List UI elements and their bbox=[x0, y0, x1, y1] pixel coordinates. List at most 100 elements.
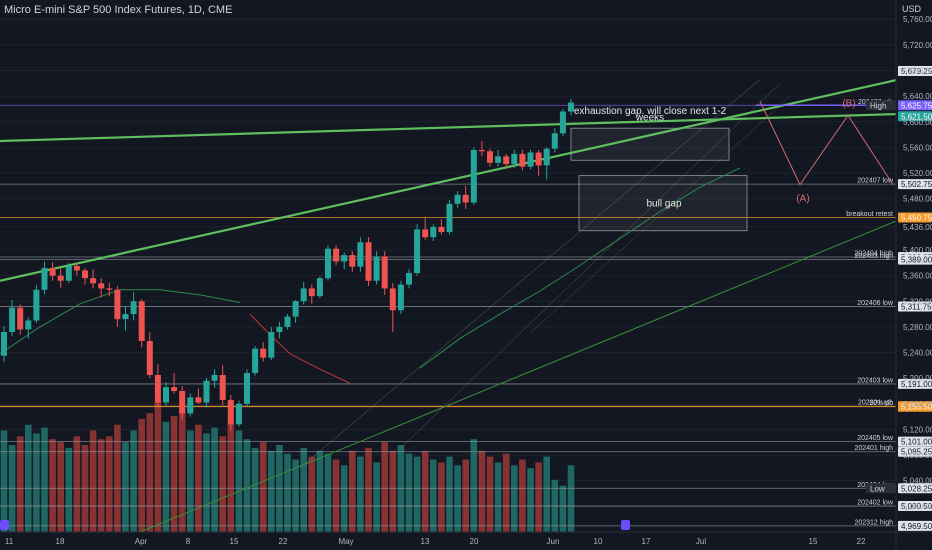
volume-bar bbox=[381, 442, 388, 532]
drawings bbox=[0, 79, 897, 533]
price-axis[interactable]: 5,760.00 5,720.00 5,680.00 5,640.00 5,600.00… bbox=[895, 0, 932, 550]
volume-bar bbox=[178, 410, 186, 532]
candle-body bbox=[422, 229, 429, 238]
level-label: 202312 high bbox=[854, 519, 893, 526]
level-label: 202406 low bbox=[857, 300, 894, 307]
hl-tag: High bbox=[870, 101, 886, 110]
candle-body bbox=[308, 288, 315, 297]
candle-body bbox=[519, 153, 526, 167]
annotation-bull-gap: bull gap bbox=[646, 198, 681, 209]
volume-bar bbox=[138, 418, 145, 532]
volume-bar bbox=[324, 453, 332, 532]
y-tick-label: 5,200.00 bbox=[903, 374, 932, 383]
volume-bar bbox=[308, 456, 316, 532]
y-tick-label: 5,436.00 bbox=[903, 223, 932, 232]
level-label: 202403 high bbox=[854, 253, 893, 260]
volume-bar bbox=[511, 465, 518, 532]
y-tick-label: 5,680.00 bbox=[903, 67, 932, 76]
volume-bar bbox=[73, 436, 81, 532]
level-tag-bg bbox=[898, 483, 932, 494]
volume-bar bbox=[292, 459, 299, 532]
x-tick-label: 10 bbox=[594, 537, 603, 546]
candle-body bbox=[284, 316, 291, 327]
candle-body bbox=[397, 284, 404, 311]
volume-bar bbox=[470, 439, 478, 532]
volume-bar bbox=[559, 485, 567, 532]
candle-body bbox=[203, 380, 210, 403]
candle-body bbox=[260, 348, 267, 358]
volume-bar bbox=[300, 447, 307, 532]
candle-body bbox=[211, 374, 218, 381]
volume-bar bbox=[462, 459, 469, 532]
level-tag: 5,155.50 bbox=[901, 403, 932, 412]
annotations: 5,679.25 High Low exhaustion gap. will clos… bbox=[574, 65, 932, 494]
volume-bar bbox=[454, 465, 461, 532]
candle-body bbox=[446, 203, 453, 233]
level-tag-bg bbox=[898, 179, 932, 190]
candle-body bbox=[462, 194, 469, 203]
candle-body bbox=[171, 387, 178, 391]
annotation-b: (B) bbox=[842, 98, 855, 109]
volume-bar bbox=[478, 450, 486, 532]
channel-line bbox=[139, 220, 897, 533]
y-tick-label: 5,600.00 bbox=[903, 118, 932, 127]
channel-line bbox=[299, 79, 761, 469]
candle-body bbox=[114, 289, 121, 320]
level-tag: 5,311.75 bbox=[901, 303, 932, 312]
candle-body bbox=[227, 399, 234, 425]
volume-bar bbox=[446, 456, 453, 532]
volume-bar bbox=[421, 450, 429, 532]
candle-body bbox=[527, 152, 534, 167]
level-tag-bg bbox=[898, 501, 932, 512]
y-tick-label: 5,520.00 bbox=[903, 169, 932, 178]
volume-bar bbox=[122, 442, 129, 532]
level-label: 202201 ath bbox=[858, 400, 893, 407]
volume-bar bbox=[486, 456, 494, 532]
level-tag-bg bbox=[898, 378, 932, 389]
x-tick-label: 18 bbox=[56, 537, 65, 546]
candle-body bbox=[49, 267, 56, 276]
y-tick-label: 5,400.00 bbox=[903, 246, 932, 255]
candle-body bbox=[195, 397, 202, 403]
candle-body bbox=[535, 152, 542, 166]
volume-bar bbox=[57, 442, 64, 532]
tag-bg bbox=[866, 100, 896, 111]
candle-body bbox=[487, 151, 493, 163]
candle-body bbox=[389, 288, 396, 311]
candle-body bbox=[470, 149, 477, 203]
level-tag: 5,621.50 bbox=[901, 112, 932, 121]
event-marker bbox=[621, 520, 630, 530]
volume-bar bbox=[106, 436, 113, 532]
volume-bar bbox=[130, 430, 137, 532]
currency-label: USD bbox=[902, 4, 922, 14]
candle-body bbox=[292, 301, 299, 317]
volume-bar bbox=[373, 462, 380, 532]
volume-bar bbox=[227, 421, 235, 532]
candle-body bbox=[333, 248, 340, 262]
candle-body bbox=[138, 301, 145, 341]
volume-bar bbox=[219, 436, 226, 532]
level-label: 202405 low bbox=[857, 435, 894, 442]
volume-bar bbox=[195, 424, 202, 532]
y-tick-label: 5,080.00 bbox=[903, 451, 932, 460]
candle-body bbox=[1, 332, 7, 356]
volume-bar bbox=[389, 450, 397, 532]
candle-body bbox=[17, 307, 24, 330]
level-tag: 5,085.25 bbox=[901, 448, 932, 457]
x-tick-label: Apr bbox=[135, 537, 148, 546]
candle-body bbox=[154, 374, 161, 403]
projection-path bbox=[759, 101, 894, 186]
volume-bar bbox=[243, 439, 251, 532]
volume-bar bbox=[259, 442, 267, 532]
x-tick-label: 8 bbox=[186, 537, 191, 546]
annotation-a: (A) bbox=[796, 193, 809, 204]
annotation-exhaustion: exhaustion gap. will close next 1-2 bbox=[574, 106, 727, 117]
time-axis[interactable]: 11 18 Apr 8 15 22 May 13 20 Jun 10 17 Jul 15 22 bbox=[0, 520, 932, 546]
ma-line bbox=[419, 167, 741, 369]
candle-body bbox=[381, 256, 388, 289]
level-tag-bg bbox=[898, 436, 932, 447]
candle-body bbox=[130, 301, 137, 315]
volume-bar bbox=[49, 439, 56, 532]
hl-tag: Low bbox=[870, 484, 885, 493]
